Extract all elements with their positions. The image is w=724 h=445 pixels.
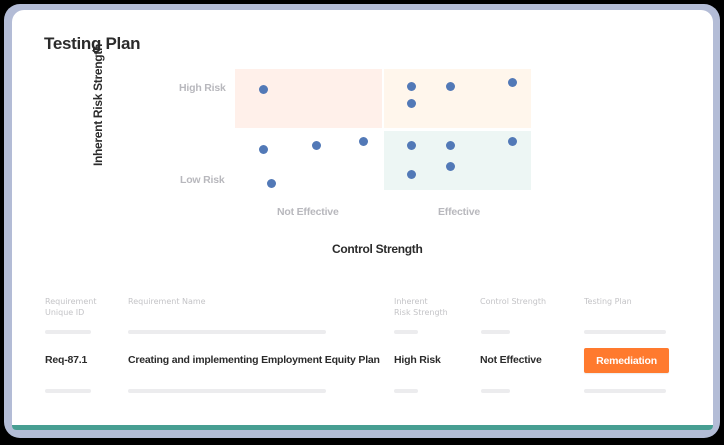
header-inherent-risk: Inherent Risk Strength: [394, 296, 448, 318]
data-point[interactable]: [311, 140, 321, 150]
header-line: Unique ID: [45, 308, 85, 317]
placeholder-bar: [394, 389, 418, 393]
placeholder-bar: [45, 389, 91, 393]
data-point[interactable]: [445, 161, 455, 171]
data-point[interactable]: [406, 98, 416, 108]
header-testing-plan: Testing Plan: [584, 296, 632, 307]
data-point[interactable]: [406, 169, 416, 179]
x-tick-effective: Effective: [438, 206, 480, 218]
placeholder-bar: [45, 330, 91, 334]
placeholder-bar: [481, 389, 510, 393]
header-line: Risk Strength: [394, 308, 448, 317]
y-tick-low-risk: Low Risk: [180, 174, 225, 186]
cell-requirement-id: Req-87.1: [45, 354, 88, 366]
data-point[interactable]: [258, 84, 268, 94]
placeholder-bar: [481, 330, 510, 334]
data-point[interactable]: [266, 178, 276, 188]
header-line: Requirement Name: [128, 297, 206, 306]
placeholder-bar: [128, 389, 326, 393]
header-line: Control Strength: [480, 297, 547, 306]
cell-requirement-name: Creating and implementing Employment Equ…: [128, 354, 380, 366]
data-point[interactable]: [406, 140, 416, 150]
header-line: Testing Plan: [584, 297, 632, 306]
x-tick-not-effective: Not Effective: [277, 206, 339, 218]
quadrant-high-risk-not-effective: [235, 69, 382, 128]
placeholder-bar: [394, 330, 418, 334]
data-point[interactable]: [258, 144, 268, 154]
cell-control-strength: Not Effective: [480, 354, 542, 366]
header-line: Inherent: [394, 297, 428, 306]
data-point[interactable]: [358, 136, 368, 146]
data-point[interactable]: [445, 140, 455, 150]
placeholder-bar: [584, 330, 666, 334]
data-point[interactable]: [507, 77, 517, 87]
data-point[interactable]: [406, 81, 416, 91]
header-line: Requirement: [45, 297, 97, 306]
page-title: Testing Plan: [44, 34, 141, 53]
placeholder-bar: [584, 389, 666, 393]
teal-accent-bar: [12, 425, 713, 430]
y-axis-title: Inherent Risk Strength: [91, 43, 105, 167]
quadrant-low-risk-not-effective: [235, 131, 382, 190]
header-control-strength: Control Strength: [480, 296, 546, 307]
y-tick-high-risk: High Risk: [179, 82, 226, 94]
data-point[interactable]: [507, 136, 517, 146]
testing-plan-card: Testing Plan Inherent Risk Strength High…: [12, 10, 713, 430]
data-point[interactable]: [445, 81, 455, 91]
remediation-button[interactable]: Remediation: [584, 348, 669, 373]
x-axis-title: Control Strength: [332, 242, 423, 256]
header-requirement-id: Requirement Unique ID: [45, 296, 96, 318]
header-requirement-name: Requirement Name: [128, 296, 206, 307]
placeholder-bar: [128, 330, 326, 334]
cell-inherent-risk: High Risk: [394, 354, 441, 366]
